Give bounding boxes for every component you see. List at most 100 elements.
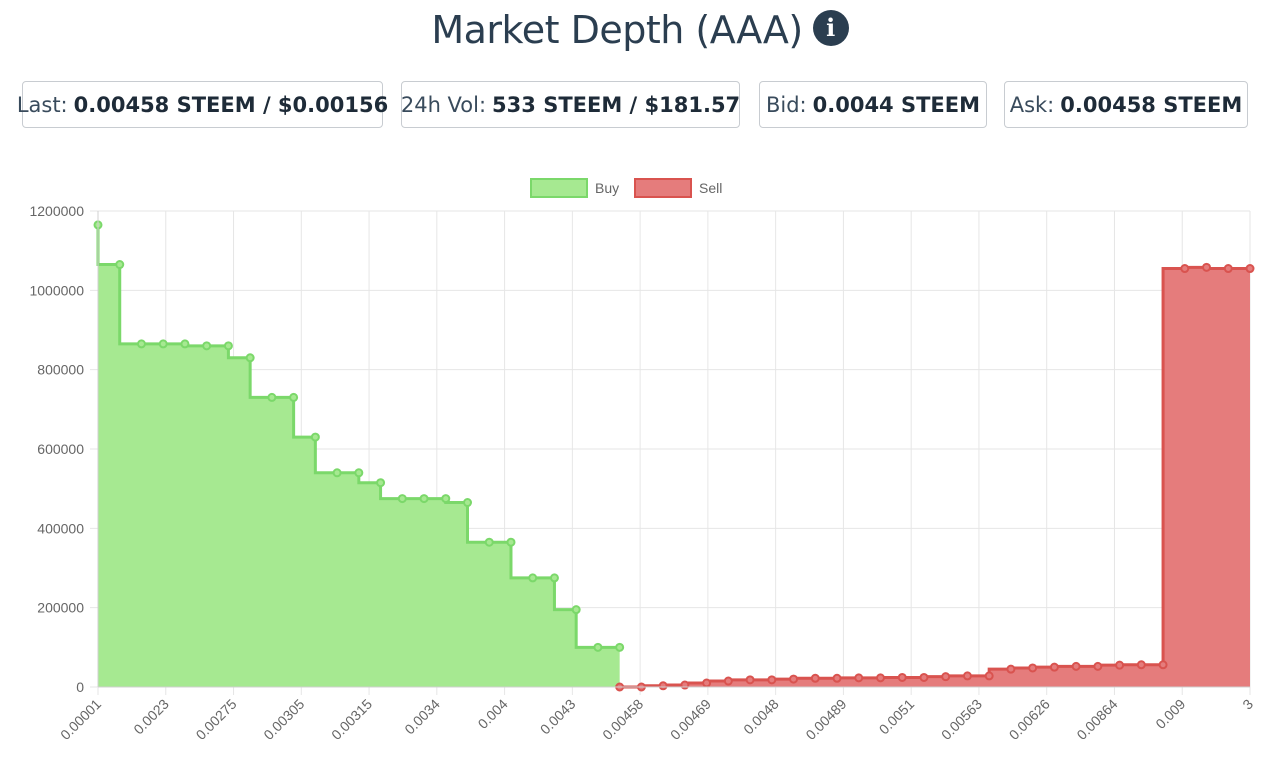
point-buy[interactable] — [354, 468, 364, 478]
point-sell[interactable] — [810, 673, 820, 683]
x-tick-label: 0.00563 — [938, 696, 985, 743]
y-tick-label: 1000000 — [29, 282, 84, 298]
stat-24h-volume: 24h Vol: 533 STEEM / $181.57 — [401, 81, 740, 128]
stat-vol-value: 533 STEEM / $181.57 — [492, 92, 741, 117]
point-buy[interactable] — [332, 468, 342, 478]
point-buy[interactable] — [376, 478, 386, 488]
x-tick-label: 0.0051 — [876, 696, 918, 738]
x-tick-label: 0.009 — [1152, 696, 1188, 732]
y-tick-label: 400000 — [37, 520, 84, 536]
point-buy[interactable] — [136, 339, 146, 349]
point-buy[interactable] — [615, 642, 625, 652]
line-sell — [619, 265, 1250, 689]
chart-legend: Buy Sell — [530, 178, 722, 198]
point-sell[interactable] — [1028, 663, 1038, 673]
stat-ask: Ask: 0.00458 STEEM — [1004, 81, 1248, 128]
point-buy[interactable] — [223, 341, 233, 351]
point-sell[interactable] — [897, 672, 907, 682]
title-row: Market Depth (AAA) i — [0, 8, 1280, 52]
stat-last: Last: 0.00458 STEEM / $0.00156 — [17, 81, 388, 128]
legend-label-buy[interactable]: Buy — [595, 180, 619, 196]
point-sell[interactable] — [854, 673, 864, 683]
point-sell[interactable] — [1136, 660, 1146, 670]
point-sell[interactable] — [1115, 660, 1125, 670]
point-sell[interactable] — [658, 681, 668, 691]
point-buy[interactable] — [267, 392, 277, 402]
chart-points — [93, 220, 1255, 692]
x-tick-label: 0.00275 — [193, 696, 240, 743]
point-buy[interactable] — [484, 537, 494, 547]
x-tick-label: 0.00305 — [260, 696, 307, 743]
point-buy[interactable] — [397, 494, 407, 504]
stat-ask-label: Ask: — [1009, 92, 1055, 117]
page-title: Market Depth (AAA) — [431, 8, 803, 52]
point-sell[interactable] — [789, 674, 799, 684]
chart-areas — [96, 224, 1250, 689]
point-sell[interactable] — [1006, 664, 1016, 674]
point-sell[interactable] — [1049, 662, 1059, 672]
point-sell[interactable] — [919, 672, 929, 682]
point-sell[interactable] — [1245, 264, 1255, 274]
x-tick-label: 0.0043 — [537, 696, 579, 738]
point-sell[interactable] — [767, 675, 777, 685]
area-buy — [98, 224, 620, 687]
point-buy[interactable] — [528, 573, 538, 583]
y-tick-label: 600000 — [37, 441, 84, 457]
x-tick-label: 0.00315 — [328, 696, 375, 743]
y-tick-label: 1200000 — [29, 203, 84, 219]
point-sell[interactable] — [702, 678, 712, 688]
stat-bid-value: 0.0044 STEEM — [812, 92, 981, 117]
x-tick-label: 0.00458 — [599, 696, 646, 743]
point-sell[interactable] — [832, 673, 842, 683]
info-icon[interactable]: i — [812, 10, 849, 46]
point-sell[interactable] — [1093, 661, 1103, 671]
x-tick-label: 0.00001 — [57, 696, 104, 743]
point-sell[interactable] — [962, 671, 972, 681]
point-buy[interactable] — [441, 494, 451, 504]
point-buy[interactable] — [571, 605, 581, 615]
area-sell — [619, 267, 1250, 687]
point-sell[interactable] — [1223, 264, 1233, 274]
point-buy[interactable] — [593, 642, 603, 652]
y-tick-label: 200000 — [37, 600, 84, 616]
point-buy[interactable] — [158, 339, 168, 349]
x-tick-label: 0.00469 — [667, 696, 714, 743]
point-buy[interactable] — [202, 341, 212, 351]
point-buy[interactable] — [289, 392, 299, 402]
y-tick-label: 0 — [76, 679, 84, 695]
point-sell[interactable] — [941, 672, 951, 682]
point-buy[interactable] — [549, 573, 559, 583]
point-sell[interactable] — [1071, 661, 1081, 671]
x-tick-label: 0.0048 — [740, 696, 782, 738]
point-sell[interactable] — [984, 671, 994, 681]
point-buy[interactable] — [180, 339, 190, 349]
point-sell[interactable] — [1180, 264, 1190, 274]
x-tick-label: 0.004 — [475, 696, 511, 732]
point-buy[interactable] — [419, 494, 429, 504]
stat-last-label: Last: — [16, 92, 68, 117]
point-sell[interactable] — [723, 676, 733, 686]
point-sell[interactable] — [745, 675, 755, 685]
x-tick-label: 0.00489 — [802, 696, 849, 743]
x-tick-label: 3 — [1239, 696, 1256, 713]
legend-swatch-buy[interactable] — [530, 178, 588, 198]
stat-bid-label: Bid: — [765, 92, 807, 117]
x-tick-label: 0.0034 — [401, 696, 443, 738]
x-tick-label: 0.0023 — [130, 696, 172, 738]
point-buy[interactable] — [115, 260, 125, 270]
stat-bid: Bid: 0.0044 STEEM — [759, 81, 987, 128]
stat-ask-value: 0.00458 STEEM — [1060, 92, 1243, 117]
legend-swatch-sell[interactable] — [634, 178, 692, 198]
stat-vol-label: 24h Vol: — [400, 92, 487, 117]
point-buy[interactable] — [506, 537, 516, 547]
point-sell[interactable] — [1202, 262, 1212, 272]
point-sell[interactable] — [1158, 660, 1168, 670]
point-buy[interactable] — [245, 353, 255, 363]
point-sell[interactable] — [875, 673, 885, 683]
point-buy[interactable] — [310, 432, 320, 442]
y-tick-label: 800000 — [37, 362, 84, 378]
point-buy[interactable] — [463, 498, 473, 508]
x-tick-label: 0.00864 — [1073, 696, 1120, 743]
legend-label-sell[interactable]: Sell — [699, 180, 722, 196]
